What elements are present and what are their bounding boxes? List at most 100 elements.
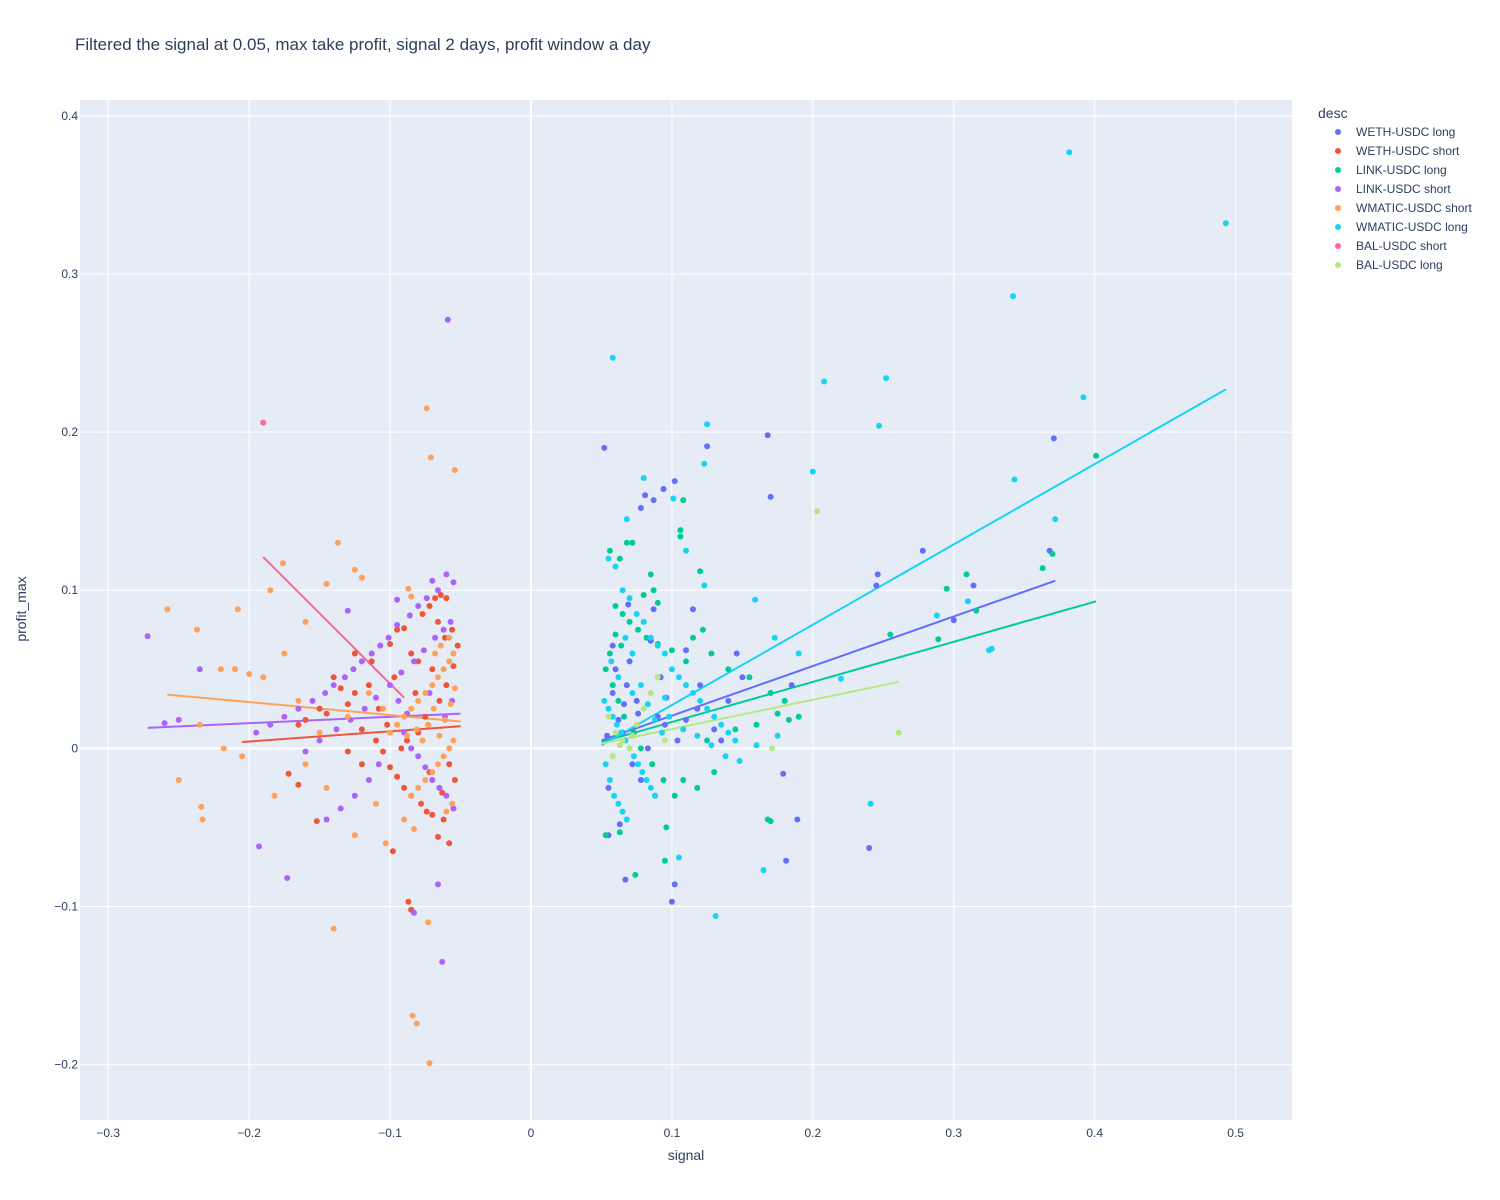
data-point bbox=[950, 617, 957, 624]
data-point bbox=[629, 650, 636, 657]
data-point bbox=[387, 729, 393, 736]
y-tick-label: 0.2 bbox=[61, 425, 78, 439]
data-point bbox=[246, 671, 253, 677]
data-point bbox=[659, 729, 665, 736]
y-tick-label: 0 bbox=[71, 741, 78, 755]
data-point bbox=[450, 663, 457, 670]
data-point bbox=[635, 761, 642, 768]
legend-entry: WETH-USDC short bbox=[1356, 144, 1460, 158]
data-point bbox=[660, 486, 667, 492]
data-point bbox=[437, 592, 444, 598]
data-point bbox=[389, 848, 396, 855]
data-point bbox=[621, 713, 627, 720]
data-point bbox=[660, 777, 667, 783]
data-point bbox=[683, 716, 689, 723]
trendline bbox=[167, 693, 461, 723]
data-point bbox=[440, 626, 447, 633]
x-tick-label: 0.5 bbox=[1227, 1126, 1244, 1140]
data-point bbox=[795, 650, 802, 657]
data-point bbox=[711, 769, 718, 776]
data-point bbox=[794, 816, 801, 823]
data-point bbox=[609, 713, 616, 720]
data-point bbox=[615, 800, 622, 807]
data-point bbox=[384, 721, 391, 728]
data-point bbox=[618, 642, 625, 649]
legend-marker bbox=[1335, 262, 1341, 268]
data-point bbox=[633, 611, 640, 617]
data-point bbox=[652, 716, 658, 723]
data-point bbox=[767, 818, 774, 825]
x-tick-label: −0.3 bbox=[96, 1126, 120, 1140]
data-point bbox=[422, 690, 429, 696]
data-point bbox=[718, 721, 725, 728]
data-point bbox=[640, 618, 647, 625]
data-point bbox=[630, 753, 637, 760]
data-point bbox=[391, 674, 398, 681]
data-point bbox=[683, 647, 689, 654]
data-point bbox=[432, 634, 439, 641]
data-point bbox=[408, 593, 415, 600]
data-point bbox=[427, 454, 434, 461]
data-point bbox=[316, 737, 323, 744]
data-point bbox=[640, 705, 647, 712]
grid bbox=[80, 100, 1292, 1120]
data-point bbox=[358, 726, 365, 733]
data-point bbox=[697, 568, 704, 575]
data-point bbox=[351, 690, 358, 696]
data-point bbox=[1066, 149, 1073, 156]
trendline bbox=[262, 556, 405, 699]
data-point bbox=[736, 758, 743, 764]
data-point bbox=[970, 582, 977, 589]
data-point bbox=[639, 769, 646, 776]
data-point bbox=[395, 697, 402, 704]
trendlines bbox=[147, 388, 1227, 747]
data-point bbox=[365, 682, 372, 689]
data-point bbox=[411, 909, 417, 916]
data-point bbox=[415, 753, 422, 760]
trendline bbox=[601, 680, 900, 745]
x-tick-label: 0 bbox=[528, 1126, 535, 1140]
x-axis-label: signal bbox=[668, 1147, 705, 1163]
data-point bbox=[267, 721, 274, 728]
data-point bbox=[666, 713, 673, 720]
data-point bbox=[619, 737, 626, 744]
data-point bbox=[661, 737, 668, 744]
legend-entry: BAL-USDC short bbox=[1356, 239, 1447, 253]
legend-title: desc bbox=[1318, 105, 1348, 121]
data-point bbox=[164, 606, 171, 613]
data-point bbox=[350, 666, 357, 673]
data-point bbox=[344, 607, 351, 614]
data-point bbox=[199, 816, 206, 823]
data-point bbox=[406, 612, 413, 619]
data-point bbox=[443, 682, 450, 689]
data-point bbox=[323, 784, 330, 791]
data-point bbox=[394, 773, 401, 780]
legend-entry: WETH-USDC long bbox=[1356, 125, 1455, 139]
data-point bbox=[613, 721, 620, 728]
data-point bbox=[654, 674, 661, 681]
legend-marker bbox=[1335, 167, 1341, 173]
chart-title: Filtered the signal at 0.05, max take pr… bbox=[75, 35, 651, 54]
data-point bbox=[442, 634, 448, 641]
data-point bbox=[446, 634, 453, 641]
x-tick-label: 0.2 bbox=[804, 1126, 821, 1140]
data-point bbox=[405, 585, 412, 592]
data-point bbox=[697, 682, 704, 689]
data-point bbox=[725, 697, 732, 704]
data-point bbox=[309, 697, 316, 704]
data-point bbox=[404, 737, 410, 744]
data-point bbox=[694, 784, 701, 791]
data-point bbox=[281, 650, 288, 657]
data-point bbox=[609, 753, 616, 760]
data-point bbox=[422, 764, 429, 771]
data-point bbox=[647, 634, 654, 641]
data-point bbox=[365, 690, 372, 696]
data-point bbox=[450, 805, 457, 812]
data-point bbox=[814, 508, 821, 515]
data-point bbox=[615, 716, 622, 723]
plot-area bbox=[80, 100, 1292, 1120]
data-point bbox=[451, 685, 458, 692]
data-point bbox=[422, 777, 429, 783]
data-point bbox=[281, 713, 288, 720]
